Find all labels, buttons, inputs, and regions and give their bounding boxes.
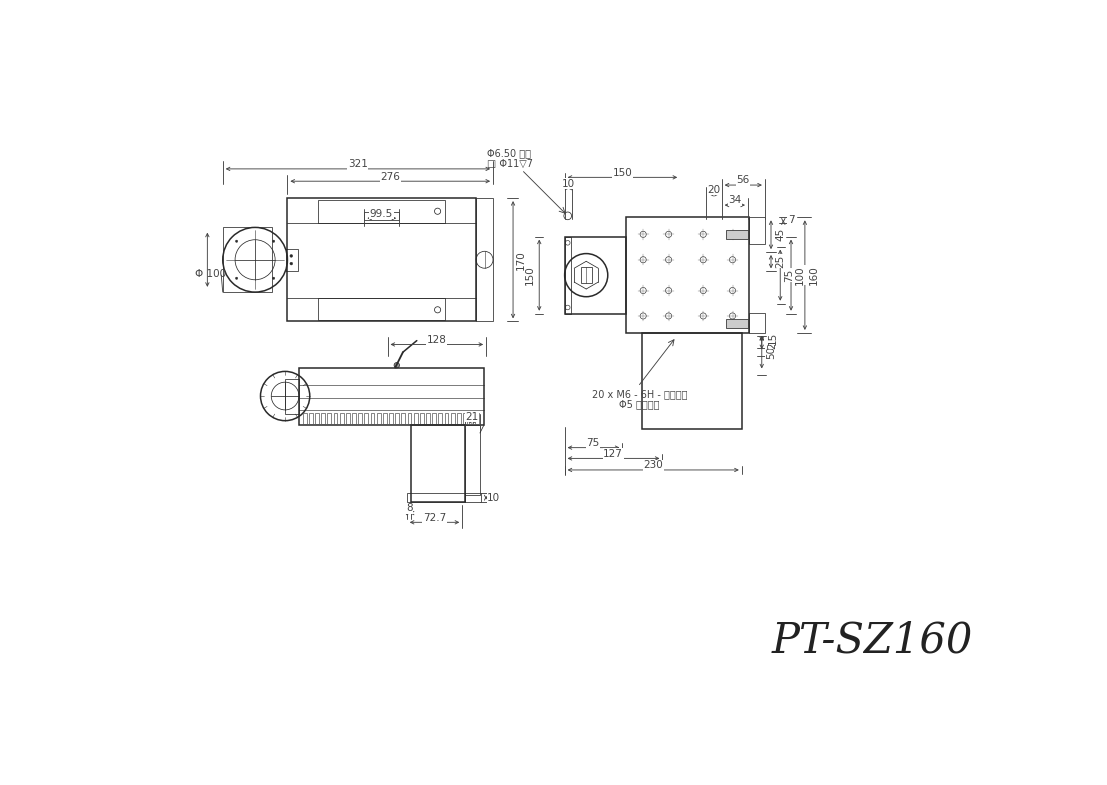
Bar [315,413,319,424]
Text: 20: 20 [707,184,721,195]
Text: 128: 128 [427,335,447,345]
Text: 10: 10 [487,493,500,502]
Bar [303,413,307,424]
Bar [318,199,445,223]
Bar [463,413,467,424]
Bar [451,413,455,424]
Bar [749,313,765,333]
Text: 170: 170 [516,250,526,269]
Bar [309,413,313,424]
Bar [286,249,298,271]
Text: 21: 21 [466,412,479,422]
Bar [565,236,571,314]
Text: 230: 230 [643,460,663,470]
Text: 321: 321 [348,159,368,170]
Text: PT-SZ160: PT-SZ160 [772,620,973,662]
Bar [469,413,473,424]
Text: 56: 56 [736,175,749,185]
Bar [321,413,325,424]
Bar [457,413,461,424]
Text: Φ5 完全貫穿: Φ5 完全貫穿 [619,399,659,409]
Text: Φ 100: Φ 100 [195,268,226,279]
Circle shape [236,240,238,243]
Bar [318,298,445,319]
Text: 150: 150 [612,168,632,177]
Bar [299,367,484,425]
Bar [581,268,591,283]
Bar [627,217,749,333]
Bar [406,493,465,502]
Text: 25: 25 [767,335,777,349]
Bar [726,319,748,328]
Bar [438,413,442,424]
Bar [383,413,386,424]
Text: 20 x M6 - 6H - 完全貫穿: 20 x M6 - 6H - 完全貫穿 [591,389,687,399]
Bar [726,230,748,239]
Text: Φ6.50 貫穿: Φ6.50 貫穿 [487,148,531,158]
Text: 10: 10 [562,178,575,188]
Bar [346,413,350,424]
Circle shape [394,363,400,368]
Text: 160: 160 [809,265,819,285]
Text: 7: 7 [788,215,795,225]
Text: 25: 25 [775,254,785,268]
Bar [465,425,480,495]
Bar [286,379,299,414]
Bar [475,413,479,424]
Text: 34: 34 [728,195,742,206]
Bar [376,413,381,424]
Bar [414,413,417,424]
Text: 50: 50 [766,345,776,359]
Text: 99.5: 99.5 [370,209,393,218]
Text: □ Φ11▽7: □ Φ11▽7 [487,159,532,169]
Circle shape [236,277,238,279]
Text: 45: 45 [775,228,785,241]
Circle shape [290,262,292,265]
Bar [364,212,400,220]
Bar [328,413,331,424]
Bar [432,413,436,424]
Bar [389,413,393,424]
Bar [288,198,476,321]
Circle shape [290,254,292,257]
Bar [402,413,405,424]
Text: 8: 8 [406,503,413,513]
Circle shape [272,277,275,279]
Text: 75: 75 [587,438,600,448]
Circle shape [272,240,275,243]
Text: 72.7: 72.7 [423,513,446,523]
Bar [359,413,362,424]
Bar [395,413,400,424]
Bar [352,413,356,424]
Text: 127: 127 [603,449,623,458]
Bar [749,217,765,243]
Bar [445,413,448,424]
Bar [420,413,424,424]
Bar [371,413,374,424]
Bar [465,493,482,502]
Bar [223,228,272,292]
Bar [411,425,465,502]
Bar [565,236,627,314]
Bar [340,413,343,424]
Bar [333,413,338,424]
Bar [642,333,742,429]
Text: 276: 276 [381,172,400,181]
Bar [426,413,430,424]
Bar [476,198,493,321]
Text: 75: 75 [785,268,795,282]
Bar [364,413,369,424]
Bar [407,413,412,424]
Text: 15: 15 [767,332,777,345]
Text: 150: 150 [525,265,535,285]
Text: 100: 100 [795,265,805,285]
